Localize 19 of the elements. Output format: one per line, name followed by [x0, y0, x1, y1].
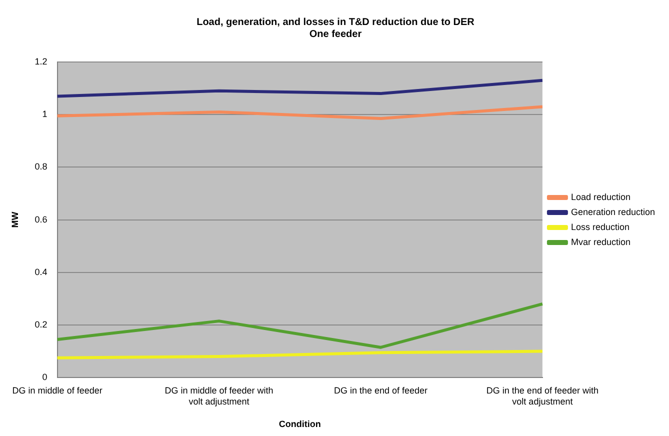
x-tick-label: DG in the end of feeder with volt adjustment: [486, 385, 598, 406]
x-axis-title: Condition: [278, 419, 321, 430]
x-tick-label: DG in middle of feeder: [12, 385, 102, 396]
legend-label: Loss reduction: [570, 222, 630, 232]
x-tick-label: DG in the end of feeder: [334, 385, 428, 396]
y-tick-label: 1: [42, 109, 48, 120]
y-tick-label: 0.8: [34, 162, 48, 172]
legend-label: Generation reduction: [570, 206, 656, 217]
y-tick-label: 0: [42, 372, 48, 382]
x-tick-label: DG in middle of feeder with volt adjustment: [164, 385, 274, 406]
y-tick-label: 1.2: [34, 56, 48, 66]
y-tick-label: 0.4: [34, 266, 48, 277]
legend-label: Load reduction: [570, 192, 630, 202]
y-axis-title: MW: [10, 211, 20, 228]
chart-subtitle: One feeder: [309, 28, 362, 40]
y-tick-label: 0.2: [34, 319, 48, 330]
legend-label: Mvar reduction: [570, 236, 630, 247]
y-tick-label: 0.6: [34, 214, 48, 224]
chart-title: Load, generation, and losses in T&D reduction due to DER: [196, 16, 476, 28]
